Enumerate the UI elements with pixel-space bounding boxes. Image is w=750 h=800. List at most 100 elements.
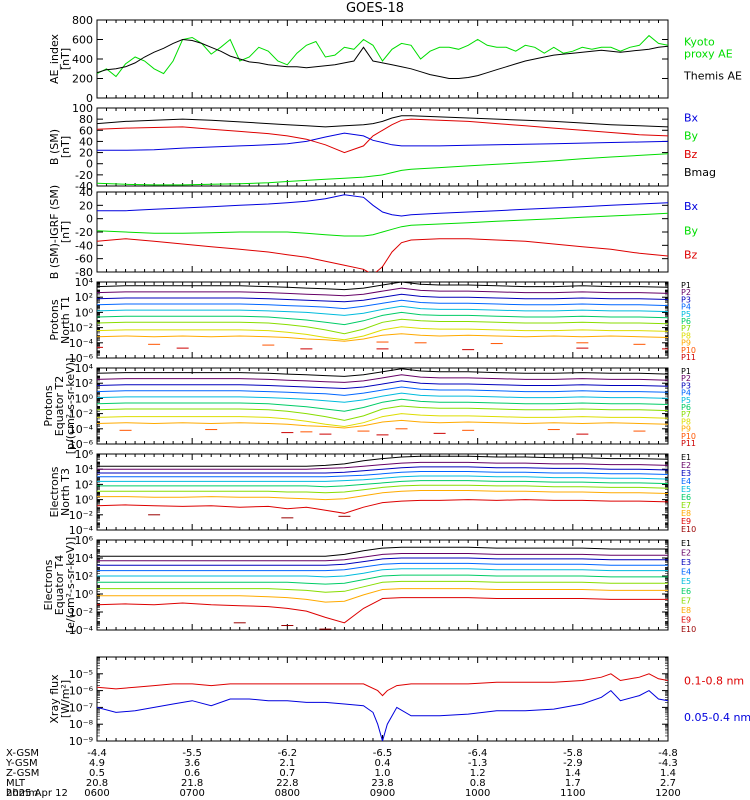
legend-entry: 0.05-0.4 nm — [684, 711, 750, 724]
ephemeris-value: -5.5 — [182, 748, 202, 759]
legend-entry: E1 — [681, 453, 691, 462]
legend-entry: Bmag — [684, 166, 716, 179]
series-line-e4 — [97, 471, 668, 478]
ephemeris-value: 1.7 — [565, 778, 581, 789]
ephemeris-value: 4.9 — [89, 758, 105, 769]
series-line-e6 — [97, 574, 668, 585]
legend-entry: P3 — [681, 381, 691, 390]
series-line-by — [97, 153, 668, 186]
legend-entry: E10 — [681, 625, 696, 634]
ephemeris-value: -4.8 — [658, 748, 678, 759]
ephemeris-value: 23.8 — [371, 778, 393, 789]
legend-entry: Kyoto proxy AE — [684, 35, 733, 60]
ephemeris-value: 0.4 — [375, 758, 391, 769]
y-axis-label: [nT] — [59, 136, 72, 158]
ephemeris-value: -4.4 — [87, 748, 107, 759]
y-tick-label: 10⁰ — [75, 588, 94, 601]
y-tick-label: 10⁰ — [75, 306, 94, 319]
legend-entry: Bz — [684, 249, 698, 262]
y-tick-label: 0 — [86, 213, 93, 226]
series-line-bmag — [97, 115, 668, 128]
ephemeris-value: 22.8 — [276, 778, 298, 789]
ephemeris-row-label: MLT — [6, 778, 26, 789]
series-line-e1 — [97, 455, 668, 467]
legend-entry: E10 — [681, 525, 696, 534]
y-tick-label: -20 — [75, 226, 93, 239]
plot-title: GOES-18 — [345, 1, 404, 16]
series-line-0-05-0-4-nm — [97, 689, 668, 741]
y-tick-label: 10⁻⁴ — [69, 524, 94, 537]
legend-entry: 0.1-0.8 nm — [684, 674, 744, 687]
y-tick-label: 10⁻² — [69, 408, 93, 421]
series-line-0-1-0-8-nm — [97, 673, 668, 697]
legend-entry: P1 — [681, 281, 691, 290]
legend-entry: E3 — [681, 469, 691, 478]
legend-entry: By — [684, 130, 699, 143]
legend-entry: P5 — [681, 396, 691, 405]
legend-entry: P8 — [681, 331, 691, 340]
legend-entry: P2 — [681, 374, 691, 383]
y-tick-label: 10² — [75, 478, 93, 491]
series-line-e4 — [97, 562, 668, 572]
ephemeris-value: -4.3 — [658, 758, 678, 769]
ephemeris-row-label: Z-GSM — [6, 768, 39, 779]
series-line-bz — [97, 238, 668, 272]
y-axis-label: Protons — [42, 385, 55, 426]
y-axis-label: North T3 — [59, 468, 72, 516]
ephemeris-value: 0600 — [84, 788, 109, 799]
y-axis-label: AE_index — [48, 33, 61, 84]
legend-entry: E7 — [681, 596, 691, 605]
legend-entry: P1 — [681, 367, 691, 376]
ephemeris-row-label: hhmm — [6, 788, 38, 799]
ephemeris-row-label: Y-GSM — [5, 758, 38, 769]
ephemeris-value: 1.4 — [565, 768, 581, 779]
ephemeris-value: 0.8 — [470, 778, 486, 789]
y-tick-label: 20 — [79, 147, 93, 160]
y-axis-label: [p/(cm²-s-sr-keV)] — [64, 358, 77, 455]
y-tick-label: 80 — [79, 113, 93, 126]
y-tick-label: 10⁻⁶ — [69, 352, 94, 365]
ephemeris-value: -5.8 — [563, 748, 583, 759]
series-line-by — [97, 212, 668, 237]
y-tick-label: 40 — [79, 186, 93, 199]
y-axis-label: [e/(cm²-s-sr-keV)] — [64, 537, 77, 633]
ephemeris-value: 1100 — [560, 788, 585, 799]
y-tick-label: 10⁻⁹ — [69, 735, 93, 748]
series-line-p9 — [97, 333, 668, 342]
legend-entry: E2 — [681, 461, 691, 470]
y-tick-label: 10⁴ — [75, 276, 94, 289]
series-line-p6 — [97, 311, 668, 326]
y-tick-label: 10⁴ — [75, 463, 94, 476]
y-axis-label: Protons — [48, 299, 61, 340]
series-line-p1 — [97, 282, 668, 291]
series-line-bx — [97, 132, 668, 151]
y-axis-label: Electrons — [48, 466, 61, 517]
series-line-bx — [97, 194, 668, 217]
ephemeris-value: 1000 — [465, 788, 490, 799]
legend-entry: P7 — [681, 410, 691, 419]
y-tick-label: 10⁻⁵ — [69, 668, 93, 681]
series-line-p8 — [97, 326, 668, 341]
series-line-e3 — [97, 466, 668, 474]
series-line-p3 — [97, 293, 668, 303]
panel-ae: 0 200 400 600 800 AE_index[nT] Kyoto proxy AE Th… — [48, 14, 742, 105]
legend-entry: E4 — [681, 477, 691, 486]
legend-entry: E6 — [681, 493, 691, 502]
y-tick-label: -40 — [75, 239, 93, 252]
y-tick-label: 60 — [79, 124, 93, 137]
legend-entry: E1 — [681, 539, 691, 548]
y-tick-label: 10² — [75, 570, 93, 583]
panel-frame — [96, 656, 669, 742]
legend-entry: E9 — [681, 615, 691, 624]
legend-entry: Themis AE — [683, 69, 742, 82]
y-axis-label: Equator T4 — [53, 555, 66, 615]
y-axis-label: Electrons — [42, 559, 55, 610]
series-line-e7 — [97, 484, 668, 494]
ephemeris-value: 1.4 — [660, 768, 676, 779]
ephemeris-value: -2.9 — [563, 758, 583, 769]
series-line-e9 — [97, 499, 668, 514]
y-tick-label: 400 — [72, 53, 93, 66]
legend-entry: E9 — [681, 517, 691, 526]
